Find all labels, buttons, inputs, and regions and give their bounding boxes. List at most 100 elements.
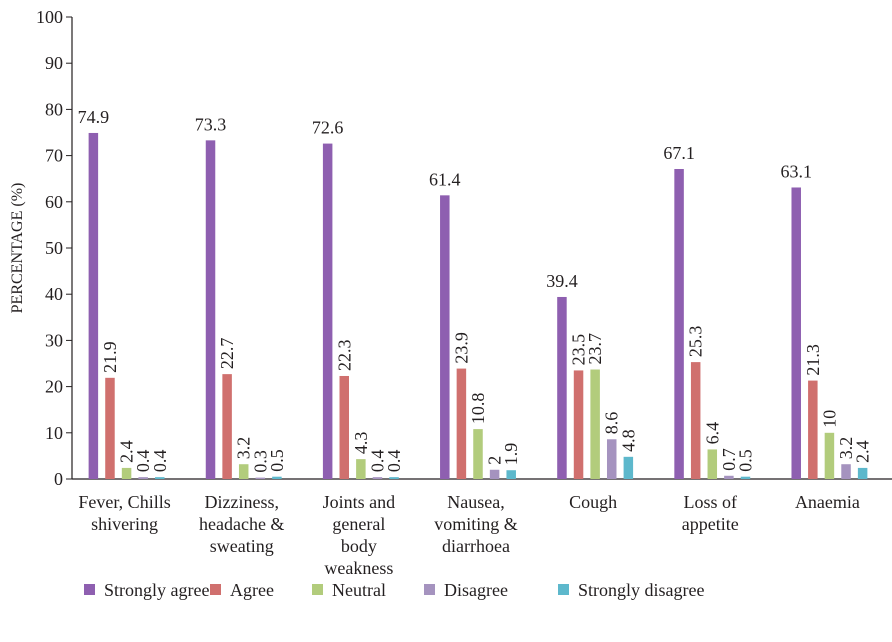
data-label: 2 — [485, 456, 505, 465]
data-label: 0.4 — [367, 450, 387, 473]
bar — [857, 467, 868, 479]
bar — [557, 296, 567, 479]
legend-swatch — [84, 584, 95, 595]
y-tick-label: 40 — [45, 284, 63, 304]
bar — [155, 477, 165, 479]
bar — [105, 377, 115, 479]
bar — [440, 195, 450, 479]
bar — [255, 477, 266, 479]
y-tick-label: 70 — [45, 146, 63, 166]
data-label: 22.7 — [217, 338, 237, 370]
bar — [456, 368, 467, 479]
category-label-line: Fever, Chills — [78, 492, 170, 512]
y-tick-label: 20 — [45, 377, 63, 397]
bar — [339, 375, 350, 479]
data-label: 1.9 — [501, 443, 521, 466]
bar — [724, 475, 734, 479]
data-label: 23.5 — [569, 334, 589, 366]
bar — [272, 476, 282, 479]
axes: 0 10 20 30 40 50 60 70 80 90 100 PERCENTAGE (%) — [9, 7, 892, 489]
bar — [489, 469, 500, 479]
category-label-line: Joints and — [323, 492, 396, 512]
data-label: 61.4 — [429, 169, 461, 189]
category-label: Loss of appetite — [682, 492, 739, 534]
bar — [841, 464, 851, 479]
bar — [372, 477, 383, 479]
data-label: 39.4 — [546, 271, 578, 291]
data-label: 74.9 — [78, 107, 110, 127]
data-labels: 74.921.92.40.40.473.322.73.20.30.572.622… — [78, 107, 873, 473]
legend-swatch — [424, 584, 435, 595]
data-label: 0.5 — [735, 449, 755, 472]
data-label: 22.3 — [334, 339, 354, 371]
category-label: Joints and general body weakness — [323, 492, 396, 578]
data-label: 4.3 — [351, 432, 371, 455]
data-label: 2.4 — [853, 440, 873, 463]
bar — [606, 439, 617, 479]
category-label-line: general — [332, 514, 385, 534]
category-label-line: Anaemia — [795, 492, 860, 512]
data-label: 2.4 — [117, 440, 137, 463]
y-tick-label: 30 — [45, 330, 63, 350]
bar — [506, 470, 516, 479]
bar — [356, 459, 366, 479]
legend-label: Strongly disagree — [578, 580, 704, 600]
data-label: 23.7 — [585, 333, 605, 365]
category-label-line: appetite — [682, 514, 739, 534]
data-label: 67.1 — [663, 143, 695, 163]
category-label-line: Nausea, — [447, 492, 504, 512]
bar — [791, 187, 801, 479]
category-label: Nausea, vomiting & diarrhoea — [434, 492, 518, 556]
y-tick-label: 10 — [45, 423, 63, 443]
data-label: 0.4 — [133, 450, 153, 473]
bar — [740, 476, 751, 479]
data-label: 8.6 — [602, 412, 622, 435]
bar — [590, 369, 600, 479]
data-label: 23.9 — [451, 332, 471, 364]
category-label-line: weakness — [324, 558, 393, 578]
bar — [138, 477, 148, 479]
bar — [121, 467, 132, 479]
category-label-line: Cough — [569, 492, 617, 512]
bar — [623, 456, 634, 479]
data-label: 21.9 — [100, 341, 120, 373]
data-label: 0.7 — [719, 448, 739, 471]
bar — [389, 477, 399, 479]
data-label: 10 — [819, 410, 839, 428]
bar — [690, 362, 701, 479]
category-label-line: shivering — [91, 514, 158, 534]
y-tick-label: 100 — [36, 7, 63, 27]
legend: Strongly agree Agree Neutral Disagree Strong… — [84, 580, 704, 600]
data-label: 6.4 — [702, 422, 722, 445]
bar — [222, 374, 232, 479]
y-tick-label: 90 — [45, 53, 63, 73]
bar — [573, 370, 584, 479]
y-tick-label: 0 — [54, 469, 63, 489]
data-label: 63.1 — [780, 161, 812, 181]
category-label: Cough — [569, 492, 617, 512]
category-label-line: Dizziness, — [204, 492, 278, 512]
bars — [88, 132, 868, 480]
data-label: 72.6 — [312, 118, 344, 138]
category-label-line: body — [341, 536, 377, 556]
y-tick-label: 80 — [45, 99, 63, 119]
data-label: 0.4 — [150, 450, 170, 473]
data-label: 0.5 — [267, 449, 287, 472]
bar — [473, 429, 483, 479]
legend-swatch — [312, 584, 323, 595]
bar — [707, 449, 718, 479]
y-tick-label: 50 — [45, 238, 63, 258]
category-label: Anaemia — [795, 492, 860, 512]
data-label: 3.2 — [234, 437, 254, 460]
category-labels: Fever, Chills shivering Dizziness, headache… — [78, 492, 859, 578]
data-label: 4.8 — [618, 429, 638, 452]
data-label: 10.8 — [468, 393, 488, 425]
bar — [808, 380, 818, 479]
legend-swatch — [210, 584, 221, 595]
data-label: 0.3 — [250, 450, 270, 473]
category-label-line: sweating — [210, 536, 274, 556]
category-label-line: Loss of — [684, 492, 738, 512]
legend-label: Strongly agree — [104, 580, 209, 600]
